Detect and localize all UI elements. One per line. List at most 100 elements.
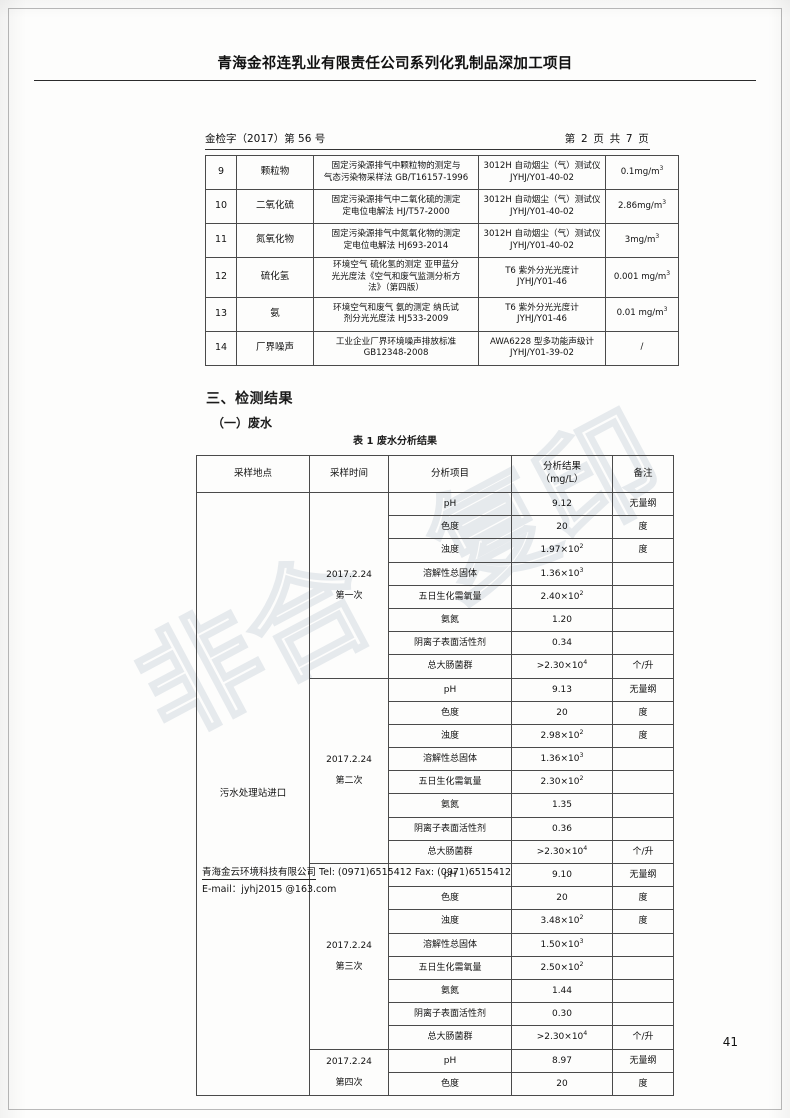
unit-exponent: 3 xyxy=(666,269,671,277)
instrument-line: JYHJ/Y01-46 xyxy=(517,314,567,325)
unit-exponent: 3 xyxy=(662,198,667,206)
table-row: 色度 20 度 xyxy=(197,886,674,911)
instrument-cell: 3012H 自动烟尘（气）测试仪 JYHJ/Y01-40-02 xyxy=(478,223,606,258)
footer-company: 青海金云环境科技有限公司 xyxy=(202,867,317,880)
sampling-time-cell: 2017.2.24 第二次 xyxy=(309,677,389,864)
analysis-result-cell: 2.98×102 xyxy=(511,723,613,749)
analysis-result-cell: 20 xyxy=(511,700,613,725)
table-row: 12 硫化氢 环境空气 硫化氢的测定 亚甲蓝分 光光度法《空气和废气监测分析方 法》（第… xyxy=(205,257,679,298)
instrument-cell: 3012H 自动烟尘（气）测试仪 JYHJ/Y01-40-02 xyxy=(478,155,606,190)
header-remark: 备注 xyxy=(612,455,674,493)
table-row: 污水处理站进口 2017.2.24 第一次 pH 9.12 无量纲 xyxy=(196,491,674,1096)
instrument-line: 3012H 自动烟尘（气）测试仪 xyxy=(483,228,601,239)
pollutant-name-cell: 硫化氢 xyxy=(236,257,314,298)
method-standard-cell: 固定污染源排气中氮氧化物的测定 定电位电解法 HJ693-2014 xyxy=(313,223,479,258)
sampling-date: 2017.2.24 xyxy=(326,1056,372,1067)
analysis-item-cell: 色度 xyxy=(388,700,512,725)
instrument-line: AWA6228 型多功能声级计 xyxy=(489,336,595,347)
analysis-result-cell: 1.50×103 xyxy=(511,932,613,957)
remark-cell: 度 xyxy=(612,538,674,563)
analysis-item-cell: 氨氮 xyxy=(388,607,512,633)
analysis-result-cell: >2.30×104 xyxy=(511,1025,613,1050)
method-standard-cell: 环境空气 硫化氢的测定 亚甲蓝分 光光度法《空气和废气监测分析方 法》（第四版） xyxy=(313,257,479,298)
sampling-time-cell: 2017.2.24 第一次 xyxy=(309,492,389,679)
analysis-result-cell: 2.30×102 xyxy=(511,770,613,795)
table-row: 五日生化需氧量 2.50×102 xyxy=(197,955,674,980)
analysis-item-cell: 阴离子表面活性剂 xyxy=(388,631,512,656)
table-row: 阴离子表面活性剂 0.36 xyxy=(197,816,674,841)
remark-cell xyxy=(612,747,674,772)
sampling-round: 第二次 xyxy=(335,776,363,787)
remark-cell: 度 xyxy=(612,886,674,911)
table-row: 溶解性总固体 1.50×103 xyxy=(197,932,674,957)
method-standard-line: 环境空气和废气 氨的测定 纳氏试 xyxy=(333,302,459,313)
table-row: 总大肠菌群 >2.30×104 个/升 xyxy=(197,1025,674,1050)
table-row: 11 氮氧化物 固定污染源排气中氮氧化物的测定 定电位电解法 HJ693-2014 30… xyxy=(205,223,679,258)
title-divider xyxy=(34,80,756,81)
sampling-date: 2017.2.24 xyxy=(326,569,372,580)
row-number-cell: 10 xyxy=(205,189,237,224)
detection-limit-cell: 0.001 mg/m3 xyxy=(605,257,679,298)
value-exponent: 4 xyxy=(583,1030,588,1038)
header-analysis-item: 分析项目 xyxy=(388,455,512,493)
method-standard-line: 固定污染源排气中颗粒物的测定与 xyxy=(331,160,461,171)
analysis-result-cell: 1.44 xyxy=(511,978,613,1004)
method-standard-line: GB12348-2008 xyxy=(363,348,429,359)
analysis-result-cell: >2.30×104 xyxy=(511,654,613,679)
table-row: 9 颗粒物 固定污染源排气中颗粒物的测定与 气态污染物采样法 GB/T16157-19… xyxy=(205,155,679,190)
analysis-item-cell: 溶解性总固体 xyxy=(388,932,512,957)
value-exponent: 2 xyxy=(579,728,584,736)
table-row: 总大肠菌群 >2.30×104 个/升 xyxy=(197,839,674,865)
analysis-result-cell: 3.48×102 xyxy=(511,909,613,934)
remark-cell xyxy=(612,584,674,609)
analysis-result-cell: 20 xyxy=(511,515,613,540)
method-standard-line: 定电位电解法 HJ/T57-2000 xyxy=(342,206,450,217)
section-heading: 三、检测结果 xyxy=(206,391,293,407)
method-standard-cell: 环境空气和废气 氨的测定 纳氏试 剂分光光度法 HJ533-2009 xyxy=(313,296,479,332)
remark-cell xyxy=(612,1002,674,1027)
remark-cell: 度 xyxy=(612,700,674,725)
instrument-line: 3012H 自动烟尘（气）测试仪 xyxy=(483,194,601,205)
analysis-result-cell: 0.36 xyxy=(511,816,613,841)
page-number: 41 xyxy=(722,1035,738,1049)
analysis-result-cell: 1.20 xyxy=(511,607,613,633)
analysis-item-cell: 五日生化需氧量 xyxy=(388,584,512,609)
analysis-item-cell: 五日生化需氧量 xyxy=(388,955,512,980)
value-exponent: 4 xyxy=(583,844,588,852)
analysis-item-cell: 溶解性总固体 xyxy=(388,747,512,772)
remark-cell: 度 xyxy=(612,515,674,540)
header-analysis-result-line1: 分析结果 xyxy=(542,461,581,473)
remark-cell: 度 xyxy=(612,723,674,749)
analysis-item-cell: 色度 xyxy=(388,886,512,911)
analysis-item-cell: 浊度 xyxy=(388,909,512,934)
remark-cell: 个/升 xyxy=(612,654,674,679)
instrument-cell: AWA6228 型多功能声级计 JYHJ/Y01-39-02 xyxy=(478,330,606,366)
analysis-result-cell: 9.13 xyxy=(511,677,613,702)
value-exponent: 3 xyxy=(579,566,584,574)
analysis-item-cell: 阴离子表面活性剂 xyxy=(388,1002,512,1027)
detection-limit-cell: 2.86mg/m3 xyxy=(605,189,679,224)
unit-exponent: 3 xyxy=(655,232,660,240)
remark-cell: 无量纲 xyxy=(612,1048,674,1073)
header-analysis-result: 分析结果 （mg/L） xyxy=(511,455,613,493)
value-exponent: 3 xyxy=(579,937,584,945)
wastewater-table-body: 采样地点 采样时间 分析项目 分析结果 （mg/L） 备注 污水处理站进口 2017.2.24… xyxy=(196,455,674,1096)
remark-cell xyxy=(612,955,674,980)
value-exponent: 2 xyxy=(579,589,584,597)
sampling-location-cell: 污水处理站进口 xyxy=(196,492,310,1096)
value-exponent: 2 xyxy=(579,914,584,922)
remark-cell xyxy=(612,561,674,586)
value-exponent: 2 xyxy=(579,960,584,968)
analysis-item-cell: pH xyxy=(388,491,512,517)
instrument-line: JYHJ/Y01-40-02 xyxy=(510,240,574,251)
analysis-item-cell: 五日生化需氧量 xyxy=(388,770,512,795)
instrument-line: JYHJ/Y01-39-02 xyxy=(510,348,574,359)
table-row: 2017.2.24 第四次 pH 8.97 无量纲 xyxy=(197,1048,674,1096)
wastewater-results-table: 采样地点 采样时间 分析项目 分析结果 （mg/L） 备注 污水处理站进口 2017.2.24… xyxy=(196,455,674,1096)
table-row: 14 厂界噪声 工业企业厂界环境噪声排放标准 GB12348-2008 AWA6228 … xyxy=(205,330,679,366)
remark-cell: 无量纲 xyxy=(612,491,674,517)
remark-cell xyxy=(612,816,674,841)
row-number-cell: 9 xyxy=(205,155,237,190)
unit-exponent: 3 xyxy=(659,164,664,172)
table-row: 2017.2.24 第二次 pH 9.13 无量纲 xyxy=(197,677,674,864)
